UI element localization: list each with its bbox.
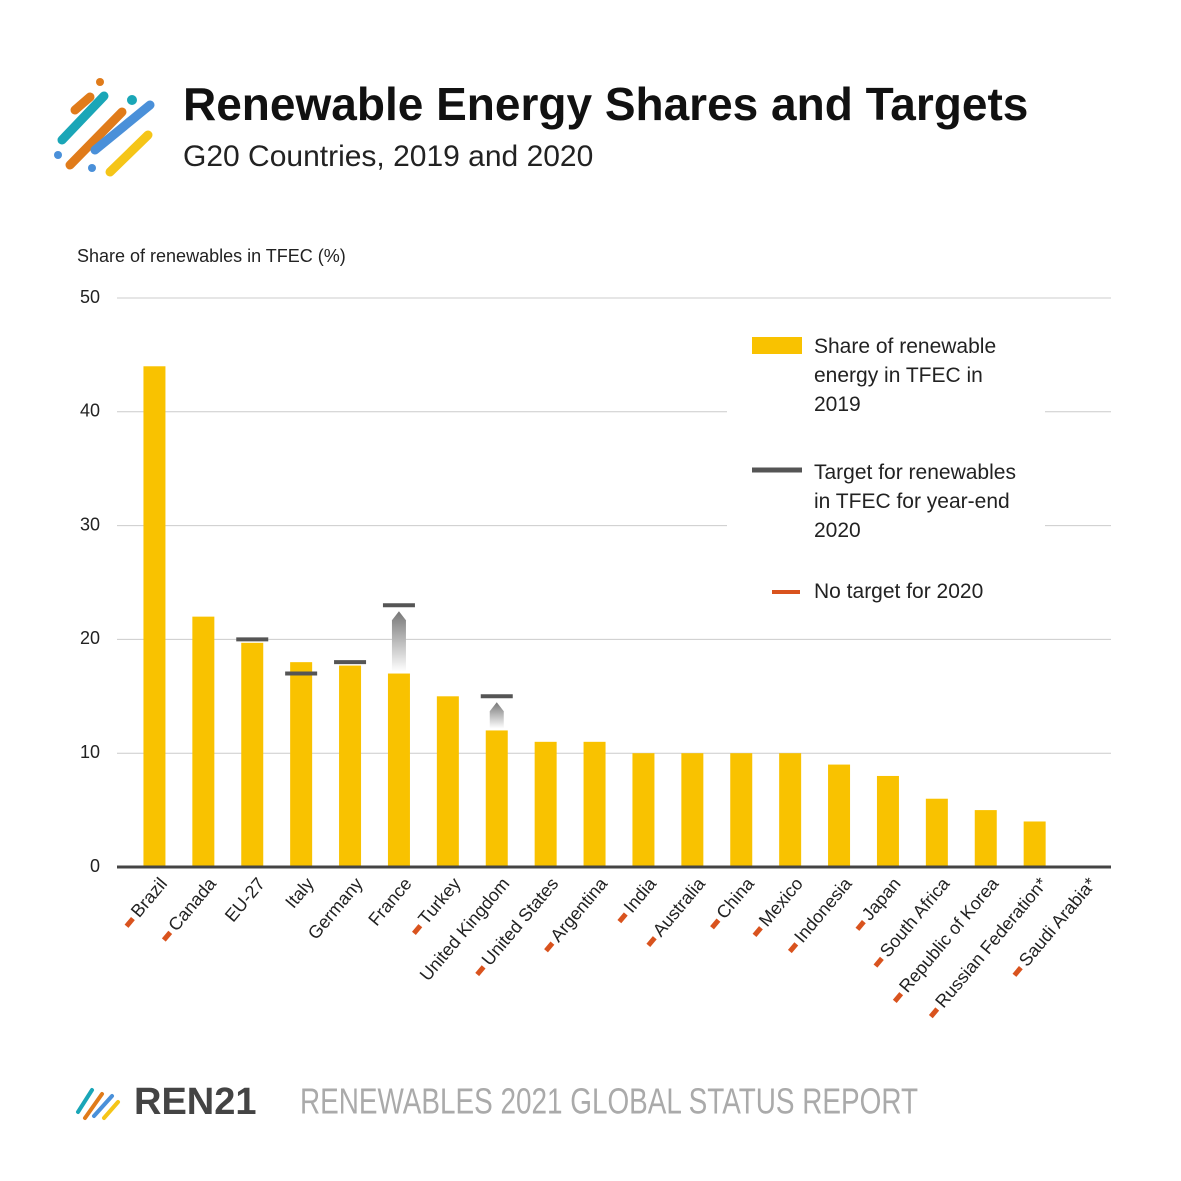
- bar: [632, 753, 655, 867]
- no-target-marker: [873, 956, 884, 968]
- y-tick-label: 30: [80, 514, 100, 534]
- bar: [583, 741, 606, 867]
- footer-brand: REN21: [134, 1081, 257, 1123]
- x-tick-label: Japan: [858, 874, 905, 924]
- x-tick-label: EU-27: [221, 874, 269, 926]
- bar: [387, 673, 410, 867]
- bar: [485, 730, 508, 867]
- x-tick-label: United Kingdom: [416, 874, 514, 985]
- bar: [143, 366, 166, 867]
- footer-report: RENEWABLES 2021 GLOBAL STATUS REPORT: [300, 1081, 918, 1122]
- bar: [436, 696, 459, 867]
- no-target-marker: [928, 1007, 940, 1019]
- no-target-marker: [787, 942, 799, 954]
- no-target-marker: [646, 936, 657, 947]
- x-tick-label: India: [620, 873, 661, 917]
- x-tick-label: Turkey: [414, 874, 464, 928]
- y-tick-label: 50: [80, 287, 100, 307]
- no-target-marker: [892, 992, 904, 1003]
- bar: [974, 810, 997, 867]
- y-tick-label: 10: [80, 742, 100, 762]
- no-target-marker: [617, 912, 628, 924]
- chart-subtitle: G20 Countries, 2019 and 2020: [183, 140, 593, 173]
- y-tick-label: 0: [90, 856, 100, 876]
- target-arrow: [391, 611, 406, 672]
- y-tick-label: 40: [80, 401, 100, 421]
- x-tick-label: China: [712, 873, 758, 923]
- bar: [925, 798, 948, 867]
- x-tick-label: Australia: [649, 873, 710, 940]
- x-tick-label: Canada: [164, 873, 220, 935]
- legend-label: Share of renewable energy in TFEC in 201…: [814, 335, 997, 416]
- logo: [54, 78, 155, 177]
- bar: [339, 665, 362, 867]
- no-target-marker: [475, 965, 486, 977]
- no-target-marker: [161, 930, 173, 942]
- no-target-marker: [855, 920, 866, 931]
- footer-logo: [76, 1088, 120, 1120]
- bar: [290, 662, 313, 867]
- no-target-marker: [124, 916, 135, 928]
- bar: [730, 753, 753, 867]
- no-target-marker: [544, 941, 555, 953]
- legend-label: No target for 2020: [814, 580, 984, 603]
- y-tick-label: 20: [80, 628, 100, 648]
- y-axis-label: Share of renewables in TFEC (%): [77, 246, 346, 266]
- bar: [192, 616, 215, 867]
- no-target-marker: [752, 926, 763, 938]
- bar: [828, 764, 851, 867]
- chart-title: Renewable Energy Shares and Targets: [183, 78, 1028, 130]
- x-tick-label: France: [364, 874, 415, 930]
- bar: [534, 741, 557, 867]
- no-target-marker: [710, 918, 721, 930]
- bar: [1023, 821, 1046, 867]
- bar: [681, 753, 704, 867]
- bar: [241, 642, 264, 867]
- no-target-marker: [1012, 966, 1023, 977]
- bar: [779, 753, 802, 867]
- legend-label: Target for renewables in TFEC for year-e…: [814, 461, 1016, 542]
- target-arrow: [489, 702, 504, 729]
- no-target-marker: [412, 924, 423, 935]
- legend-swatch: [752, 337, 802, 354]
- bar: [876, 775, 899, 867]
- x-tick-label: Brazil: [127, 874, 171, 921]
- x-tick-label: Italy: [281, 874, 318, 912]
